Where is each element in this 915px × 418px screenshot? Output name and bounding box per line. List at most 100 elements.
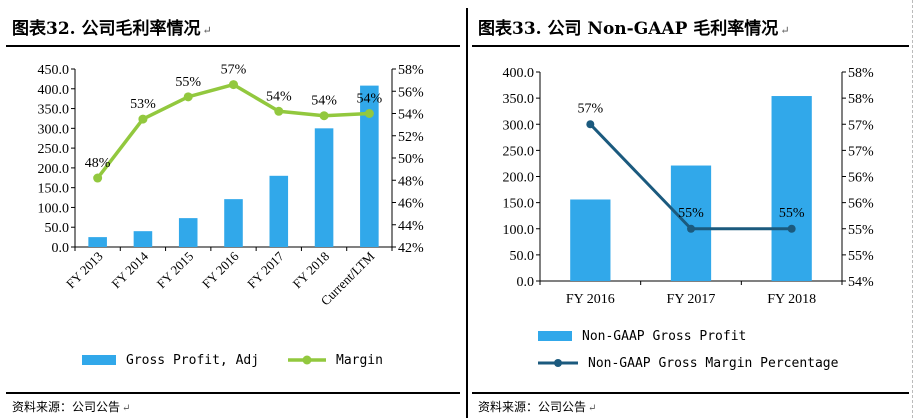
category-label: FY 2015 bbox=[154, 249, 197, 292]
right-tick-label: 56% bbox=[848, 171, 874, 186]
chart-title: 图表33. 公司 Non-GAAP 毛利率情况 ↵ bbox=[478, 14, 790, 44]
paragraph-mark-icon: ↵ bbox=[588, 403, 597, 414]
right-tick-label: 57% bbox=[848, 144, 874, 159]
footer-rule bbox=[6, 392, 460, 394]
left-tick-label: 350.0 bbox=[38, 103, 70, 118]
non-gaap-margin-chart: 0.0 50.0 100.0 150.0 200.0 250.0 300.0 350.0 400… bbox=[503, 66, 875, 371]
left-panel: 图表32. 公司毛利率情况 ↵ 0.0 50.0 100.0 150.0 200.0 250… bbox=[6, 14, 460, 415]
left-tick-label: 200.0 bbox=[38, 162, 70, 177]
margin-point bbox=[138, 114, 148, 124]
left-tick-label: 150.0 bbox=[38, 182, 70, 197]
source-note: 资料来源：公司公告 ↵ bbox=[12, 398, 130, 415]
margin-data-label: 55% bbox=[678, 206, 704, 221]
legend-label: Non-GAAP Gross Margin Percentage bbox=[588, 356, 839, 371]
category-label: FY 2014 bbox=[108, 248, 151, 291]
left-tick-label: 0.0 bbox=[517, 275, 535, 290]
margin-point bbox=[183, 92, 193, 102]
left-tick-label: 100.0 bbox=[38, 201, 70, 216]
category-label: FY 2016 bbox=[199, 248, 242, 291]
right-tick-label: 57% bbox=[848, 118, 874, 133]
margin-data-label: 55% bbox=[175, 75, 201, 90]
legend-label: Non-GAAP Gross Profit bbox=[582, 329, 746, 344]
margin-point bbox=[93, 173, 103, 183]
margin-point bbox=[229, 80, 238, 90]
source-text: 资料来源：公司公告 bbox=[12, 400, 121, 414]
margin-point bbox=[274, 106, 284, 116]
right-tick-label: 54% bbox=[848, 275, 874, 290]
bar-fy-2015 bbox=[178, 218, 198, 247]
left-tick-label: 50.0 bbox=[45, 221, 70, 236]
margin-point bbox=[787, 224, 796, 233]
panel-divider bbox=[466, 8, 468, 418]
bar-fy-2018 bbox=[314, 128, 334, 247]
gross-margin-chart: 0.0 50.0 100.0 150.0 200.0 250.0 300.0 350.0 400… bbox=[38, 63, 425, 368]
source-text: 资料来源：公司公告 bbox=[478, 400, 587, 414]
margin-point bbox=[586, 120, 595, 129]
margin-data-label: 54% bbox=[357, 92, 383, 107]
paragraph-mark-icon: ↵ bbox=[202, 24, 212, 37]
margin-data-label: 55% bbox=[779, 206, 805, 221]
left-tick-label: 300.0 bbox=[38, 122, 70, 137]
margin-point bbox=[319, 111, 329, 121]
title-underline bbox=[6, 45, 460, 47]
right-tick-label: 54% bbox=[398, 108, 424, 123]
right-tick-label: 55% bbox=[848, 223, 874, 238]
title-underline bbox=[472, 45, 909, 47]
left-tick-label: 250.0 bbox=[38, 142, 70, 157]
left-tick-label: 0.0 bbox=[52, 241, 70, 256]
chart-title-text: 图表33. 公司 Non-GAAP 毛利率情况 bbox=[478, 19, 779, 39]
right-tick-label: 44% bbox=[398, 219, 424, 234]
margin-data-label: 57% bbox=[577, 101, 603, 116]
category-label: FY 2017 bbox=[244, 248, 287, 291]
legend-label: Margin bbox=[336, 353, 383, 368]
category-label: FY 2016 bbox=[566, 292, 615, 307]
left-tick-label: 100.0 bbox=[503, 223, 535, 238]
right-tick-label: 58% bbox=[848, 66, 874, 81]
bar-fy-2014 bbox=[133, 231, 153, 247]
legend-bar-swatch bbox=[82, 355, 116, 365]
right-tick-label: 58% bbox=[398, 63, 424, 78]
right-panel: 图表33. 公司 Non-GAAP 毛利率情况 ↵ 0.0 50.0 100.0 150… bbox=[466, 0, 915, 418]
left-tick-label: 300.0 bbox=[503, 118, 535, 133]
margin-data-label: 54% bbox=[311, 94, 337, 109]
legend-line-marker bbox=[302, 355, 312, 365]
paragraph-mark-icon: ↵ bbox=[780, 24, 790, 37]
right-tick-label: 52% bbox=[398, 130, 424, 145]
bar-fy-2016 bbox=[570, 199, 611, 281]
right-tick-label: 42% bbox=[398, 241, 424, 256]
bar-fy-2018 bbox=[771, 96, 812, 281]
left-tick-label: 150.0 bbox=[503, 197, 535, 212]
margin-data-label: 57% bbox=[221, 63, 247, 78]
left-tick-label: 350.0 bbox=[503, 92, 535, 107]
right-tick-label: 55% bbox=[848, 249, 874, 264]
margin-data-label: 53% bbox=[130, 97, 156, 112]
right-tick-label: 50% bbox=[398, 152, 424, 167]
legend-line-marker bbox=[554, 359, 562, 367]
chart-title-text: 图表32. 公司毛利率情况 bbox=[12, 19, 201, 39]
left-tick-label: 450.0 bbox=[38, 63, 70, 78]
legend-bar-swatch bbox=[538, 331, 572, 341]
left-tick-label: 400.0 bbox=[38, 83, 70, 98]
right-tick-label: 58% bbox=[848, 92, 874, 107]
bar-fy-2017 bbox=[670, 165, 712, 281]
right-tick-label: 48% bbox=[398, 174, 424, 189]
category-label: FY 2018 bbox=[289, 249, 332, 292]
left-tick-label: 250.0 bbox=[503, 144, 535, 159]
legend-label: Gross Profit, Adj bbox=[126, 353, 259, 368]
right-tick-label: 56% bbox=[398, 85, 424, 100]
paragraph-mark-icon: ↵ bbox=[122, 403, 131, 414]
right-tick-label: 56% bbox=[848, 197, 874, 212]
right-tick-label: 46% bbox=[398, 197, 424, 212]
page-edge-guide bbox=[912, 0, 913, 418]
bar-fy-2016 bbox=[224, 199, 243, 247]
category-label: FY 2013 bbox=[63, 249, 106, 292]
margin-point bbox=[364, 109, 374, 118]
left-tick-label: 200.0 bbox=[503, 171, 535, 186]
chart-title: 图表32. 公司毛利率情况 ↵ bbox=[12, 14, 212, 44]
bar-fy-2017 bbox=[269, 175, 289, 247]
bar-fy-2013 bbox=[88, 237, 107, 247]
source-note: 资料来源：公司公告 ↵ bbox=[478, 398, 596, 415]
footer-rule bbox=[472, 392, 909, 394]
margin-point bbox=[687, 224, 695, 233]
